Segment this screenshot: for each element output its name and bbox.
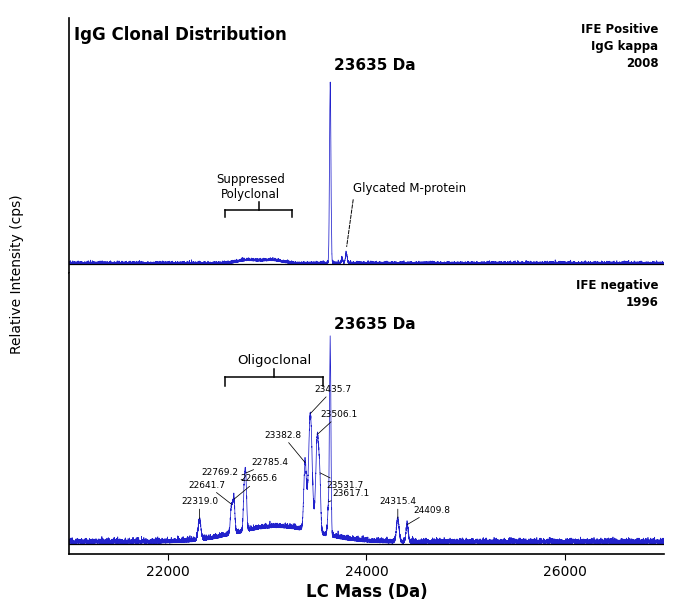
Text: 23435.7: 23435.7 <box>310 385 351 414</box>
Text: 22665.6: 22665.6 <box>234 474 277 499</box>
Text: 22641.7: 22641.7 <box>188 481 232 504</box>
Text: Relative Intensity (cps): Relative Intensity (cps) <box>10 194 24 354</box>
Text: 23635 Da: 23635 Da <box>334 317 416 332</box>
Text: IgG Clonal Distribution: IgG Clonal Distribution <box>75 26 287 44</box>
Text: 23382.8: 23382.8 <box>264 431 306 463</box>
Text: 24409.8: 24409.8 <box>407 505 450 524</box>
Text: 23617.1: 23617.1 <box>328 489 370 502</box>
Text: IFE Positive
IgG kappa
2008: IFE Positive IgG kappa 2008 <box>581 23 658 71</box>
Text: Oligoclonal: Oligoclonal <box>237 354 311 367</box>
Text: 24315.4: 24315.4 <box>379 498 416 518</box>
Text: 23531.7: 23531.7 <box>320 473 363 490</box>
X-axis label: LC Mass (Da): LC Mass (Da) <box>306 583 427 600</box>
Text: 22785.4: 22785.4 <box>246 458 289 473</box>
Text: 23506.1: 23506.1 <box>317 410 358 434</box>
Text: Glycated M-protein: Glycated M-protein <box>353 182 466 195</box>
Text: IFE negative
1996: IFE negative 1996 <box>576 279 658 309</box>
Text: 22769.2: 22769.2 <box>201 468 245 481</box>
Text: Suppressed
Polyclonal: Suppressed Polyclonal <box>216 172 285 200</box>
Text: 22319.0: 22319.0 <box>181 498 218 519</box>
Text: 23635 Da: 23635 Da <box>334 58 416 73</box>
